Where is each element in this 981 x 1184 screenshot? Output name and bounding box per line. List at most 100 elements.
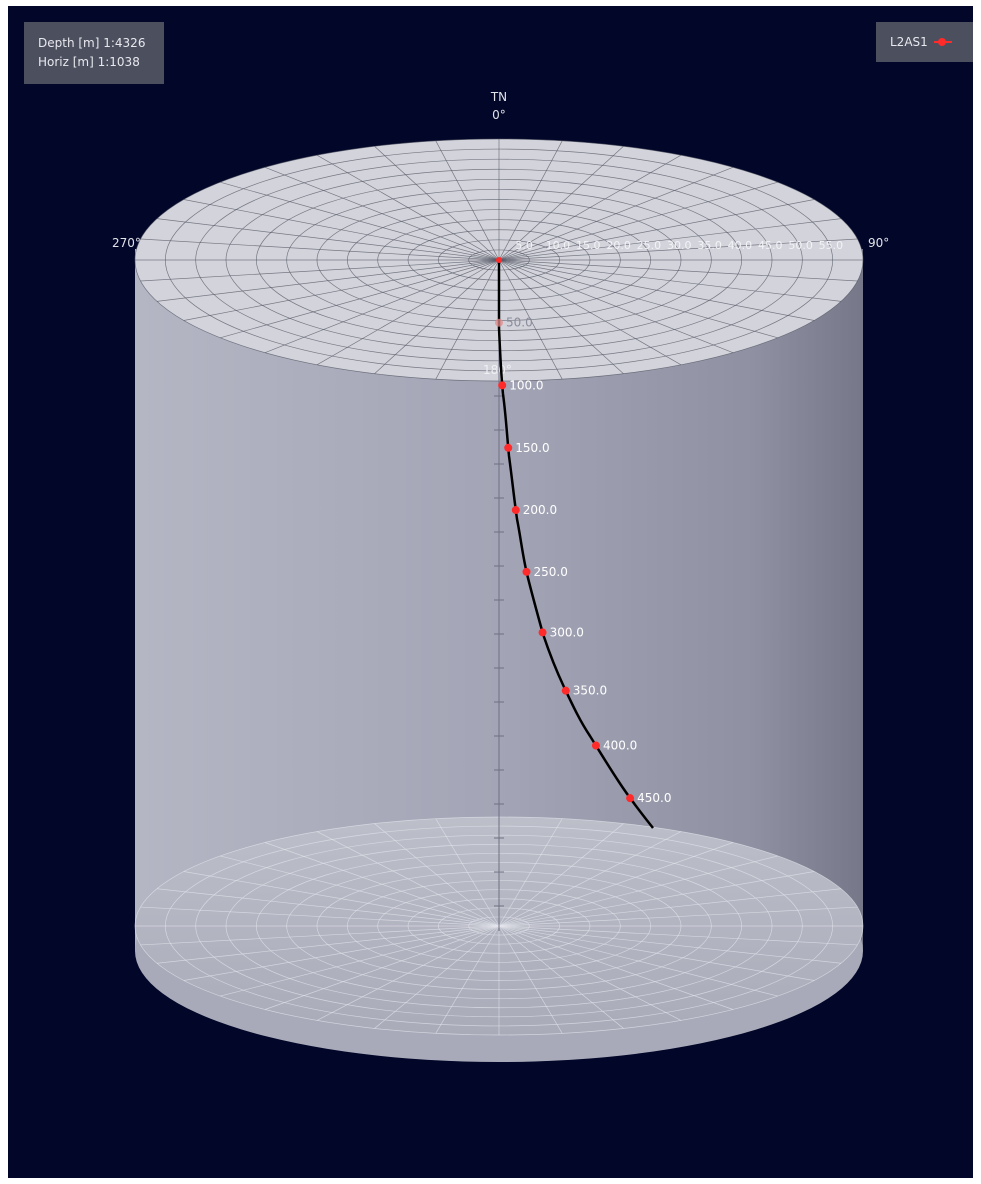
scale-info-panel: Depth [m] 1:4326 Horiz [m] 1:1038	[24, 22, 164, 84]
radial-distance-label: 10.0	[546, 239, 571, 252]
grid-spoke	[156, 925, 500, 964]
grid-spoke	[498, 259, 842, 302]
grid-spoke	[435, 140, 500, 261]
grid-spoke	[140, 238, 500, 261]
depth-marker-label: 450.0	[637, 791, 671, 805]
grid-spoke	[498, 842, 734, 927]
radial-distance-label: 15.0	[576, 239, 601, 252]
depth-marker-label: 200.0	[523, 503, 557, 517]
grid-spoke	[498, 925, 563, 1034]
grid-spoke	[374, 823, 500, 927]
depth-scale-label: Depth [m] 1:4326	[38, 36, 146, 50]
radial-distance-label: 40.0	[728, 239, 753, 252]
wellhead-marker[interactable]	[496, 257, 502, 263]
well-trajectory-scene[interactable]: 5.0 10.0 15.0 20.0 25.0 30.0 35.0 40.0 45.0 50.0 5…	[8, 6, 973, 1178]
depth-marker-point[interactable]	[495, 318, 503, 327]
grid-spoke	[374, 925, 500, 1029]
radial-distance-label: 50.0	[788, 239, 813, 252]
grid-spoke	[435, 259, 500, 380]
grid-spoke	[498, 259, 563, 380]
grid-spoke	[264, 842, 500, 927]
depth-marker-point[interactable]	[504, 443, 513, 452]
depth-markers: 50.0 100.0 150.0 200.0 250.0 300.0 350.0 400.0 4…	[495, 257, 671, 805]
grid-spoke	[374, 146, 500, 261]
radial-distance-label: 30.0	[667, 239, 692, 252]
grid-spoke	[498, 146, 624, 261]
grid-spoke	[498, 871, 815, 927]
grid-spoke	[498, 166, 734, 261]
radial-distance-labels: 5.0 10.0 15.0 20.0 25.0 30.0 35.0 40.0 45.0 50.0 5…	[515, 239, 843, 252]
radial-distance-label: 25.0	[637, 239, 662, 252]
grid-spoke	[498, 818, 563, 927]
grid-spoke	[498, 925, 778, 997]
well-trajectory-path[interactable]	[497, 260, 654, 829]
grid-spoke	[140, 259, 500, 282]
grid-spoke	[264, 259, 500, 354]
grid-spoke	[498, 925, 682, 1021]
radial-distance-label: 20.0	[606, 239, 631, 252]
grid-spoke	[140, 925, 500, 946]
depth-marker-label: 300.0	[550, 625, 584, 639]
grid-spoke	[498, 259, 815, 321]
depth-marker-point[interactable]	[561, 686, 570, 695]
grid-spoke	[264, 925, 500, 1010]
grid-spoke	[220, 181, 500, 261]
grid-spoke	[316, 259, 500, 366]
grid-spoke	[498, 140, 563, 261]
compass-north-degrees: 0°	[492, 108, 506, 122]
grid-spoke	[498, 259, 858, 282]
depth-marker-point[interactable]	[522, 567, 531, 576]
grid-spoke	[498, 181, 778, 261]
horiz-scale-label: Horiz [m] 1:1038	[38, 55, 140, 69]
grid-spoke	[498, 831, 682, 927]
grid-spoke	[498, 855, 778, 927]
grid-spoke	[498, 154, 682, 261]
depth-marker-label: 250.0	[533, 565, 567, 579]
depth-marker-label: 350.0	[573, 684, 607, 698]
grid-spoke	[220, 259, 500, 339]
grid-spoke	[140, 906, 500, 927]
grid-spoke	[183, 199, 500, 261]
grid-spoke	[316, 925, 500, 1021]
grid-spoke	[498, 925, 858, 946]
depth-marker-label: 150.0	[515, 441, 549, 455]
grid-spoke	[220, 855, 500, 927]
compass-west-degrees: 270°	[112, 236, 141, 250]
grid-spoke	[498, 888, 842, 927]
well-legend[interactable]: L2AS1	[876, 22, 973, 62]
grid-spoke	[498, 238, 858, 261]
compass-east-degrees: 90°	[868, 236, 889, 250]
grid-spoke	[156, 259, 500, 302]
depth-marker-point[interactable]	[511, 506, 520, 515]
grid-spoke	[498, 925, 815, 981]
grid-spoke	[498, 259, 734, 354]
grid-spoke	[435, 818, 500, 927]
depth-marker-point[interactable]	[626, 794, 635, 803]
radial-distance-label: 5.0	[515, 239, 533, 252]
depth-marker-label: 100.0	[509, 378, 543, 392]
depth-marker-point[interactable]	[591, 741, 600, 750]
depth-marker-point[interactable]	[498, 381, 507, 390]
grid-spoke	[183, 871, 500, 927]
depth-marker-label: 50.0	[506, 316, 533, 330]
grid-spoke	[264, 166, 500, 261]
grid-spoke	[156, 218, 500, 261]
compass-north-label: TN	[490, 90, 507, 104]
well-name-label: L2AS1	[890, 35, 928, 49]
grid-spoke	[498, 925, 624, 1029]
radial-distance-label: 45.0	[758, 239, 783, 252]
radial-distance-label: 55.0	[819, 239, 844, 252]
grid-spoke	[498, 259, 682, 366]
grid-spoke	[156, 888, 500, 927]
depth-marker-label: 400.0	[603, 739, 637, 753]
grid-spoke	[498, 823, 624, 927]
grid-spoke	[374, 259, 500, 374]
depth-marker-point[interactable]	[538, 628, 547, 637]
grid-spoke	[183, 259, 500, 321]
well-marker-icon	[933, 37, 952, 47]
compass-south-degrees: 180°	[483, 363, 512, 377]
grid-spoke	[498, 199, 815, 261]
grid-spoke	[498, 218, 842, 261]
3d-viewport[interactable]: 5.0 10.0 15.0 20.0 25.0 30.0 35.0 40.0 45.0 50.0 5…	[8, 6, 973, 1178]
grid-spoke	[498, 259, 778, 339]
